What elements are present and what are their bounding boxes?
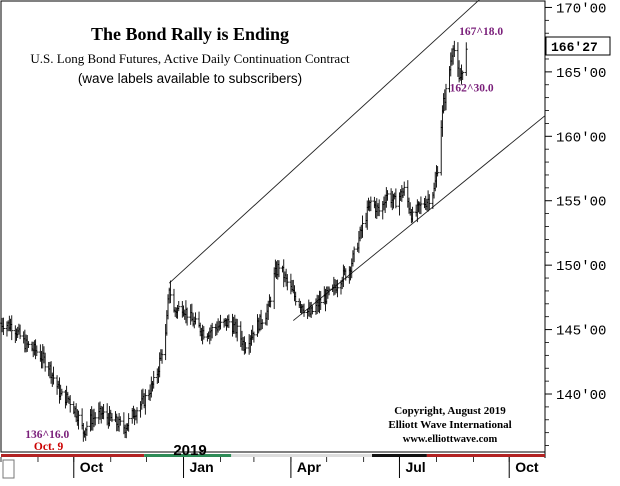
price-bars <box>0 40 468 442</box>
chart-subtitle: U.S. Long Bond Futures, Active Daily Con… <box>30 51 350 66</box>
axis-color-segment <box>426 454 545 457</box>
y-tick-label: 145'00 <box>556 324 606 340</box>
y-tick-label: 160'00 <box>556 130 606 146</box>
scroll-stub[interactable] <box>2 459 15 479</box>
plot-frame <box>0 0 546 453</box>
copyright-line-2: Elliott Wave International <box>388 419 511 431</box>
y-tick-label: 150'00 <box>556 259 606 275</box>
axis-color-segment <box>372 454 427 457</box>
last-price-box <box>545 36 611 56</box>
last-price-label: 166'27 <box>551 40 598 55</box>
annotation-label: Oct. 9 <box>34 441 64 453</box>
axis-color-segment <box>231 454 373 457</box>
channel-line-upper <box>168 0 480 284</box>
axis-color-segment <box>144 454 232 457</box>
x-tick-label: Jan <box>190 459 214 475</box>
x-axis: Oct Jan Apr Jul Oct <box>0 454 545 478</box>
y-axis-ticks: 170'00 165'00 160'00 155'00 150'00 145'00 140'… <box>545 1 606 446</box>
x-tick-label: Apr <box>297 459 322 475</box>
chart-note: (wave labels available to subscribers) <box>78 71 302 86</box>
annotation-label: 167^18.0 <box>459 26 503 38</box>
copyright-line-3: www.elliottwave.com <box>403 434 498 445</box>
annotation-label: 162^30.0 <box>450 82 494 94</box>
x-tick-label: Oct <box>80 459 104 475</box>
y-tick-label: 155'00 <box>556 195 606 211</box>
year-label: 2019 <box>173 442 206 459</box>
annotation-label: 136^16.0 <box>25 429 69 441</box>
x-tick-label: Jul <box>405 459 425 475</box>
chart-title: The Bond Rally is Ending <box>91 24 289 44</box>
axis-color-segment <box>1 454 145 457</box>
x-tick-label: Oct <box>515 459 539 475</box>
last-price-marker: 166'27 <box>545 36 611 56</box>
y-tick-label: 165'00 <box>556 66 606 82</box>
y-tick-label: 140'00 <box>556 388 606 404</box>
y-tick-label: 170'00 <box>556 1 606 17</box>
copyright-line-1: Copyright, August 2019 <box>394 405 506 417</box>
